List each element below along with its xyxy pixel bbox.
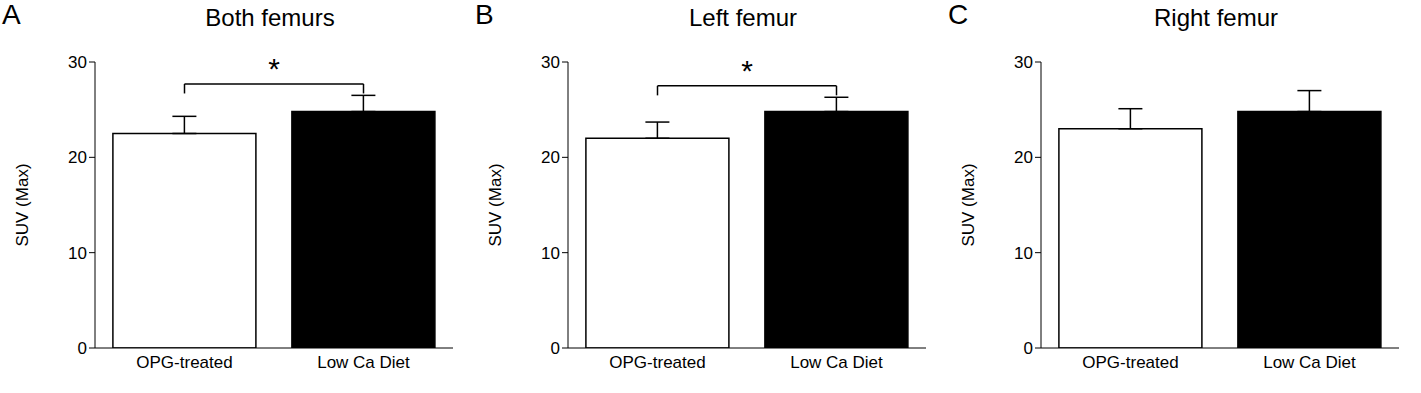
- svg-text:10: 10: [541, 244, 560, 263]
- svg-text:10: 10: [68, 244, 87, 263]
- html-text:A: A: [2, 0, 21, 30]
- svg-text:*: *: [741, 54, 753, 87]
- svg-text:0: 0: [78, 339, 87, 358]
- svg-text:SUV (Max): SUV (Max): [959, 163, 978, 246]
- svg-text:20: 20: [68, 148, 87, 167]
- svg-text:20: 20: [541, 148, 560, 167]
- svg-text:30: 30: [1014, 53, 1033, 72]
- svg-text:*: *: [268, 52, 280, 85]
- svg-text:30: 30: [541, 53, 560, 72]
- svg-text:OPG-treated: OPG-treated: [1082, 353, 1178, 372]
- html-text:Left femur: Left femur: [689, 4, 797, 31]
- svg-text:SUV (Max): SUV (Max): [486, 163, 505, 246]
- svg-text:Low Ca Diet: Low Ca Diet: [790, 353, 883, 372]
- html-text:Right femur: Right femur: [1154, 4, 1278, 31]
- svg-text:30: 30: [68, 53, 87, 72]
- svg-text:OPG-treated: OPG-treated: [609, 353, 705, 372]
- svg-text:SUV (Max): SUV (Max): [13, 163, 32, 246]
- svg-text:Low Ca Diet: Low Ca Diet: [1263, 353, 1356, 372]
- svg-text:OPG-treated: OPG-treated: [136, 353, 232, 372]
- svg-text:20: 20: [1014, 148, 1033, 167]
- html-text:B: B: [475, 0, 494, 30]
- svg-text:Low Ca Diet: Low Ca Diet: [317, 353, 410, 372]
- svg-text:10: 10: [1014, 244, 1033, 263]
- html-text:C: C: [948, 0, 969, 30]
- html-text:Both femurs: Both femurs: [205, 4, 335, 31]
- svg-text:0: 0: [551, 339, 560, 358]
- svg-text:0: 0: [1024, 339, 1033, 358]
